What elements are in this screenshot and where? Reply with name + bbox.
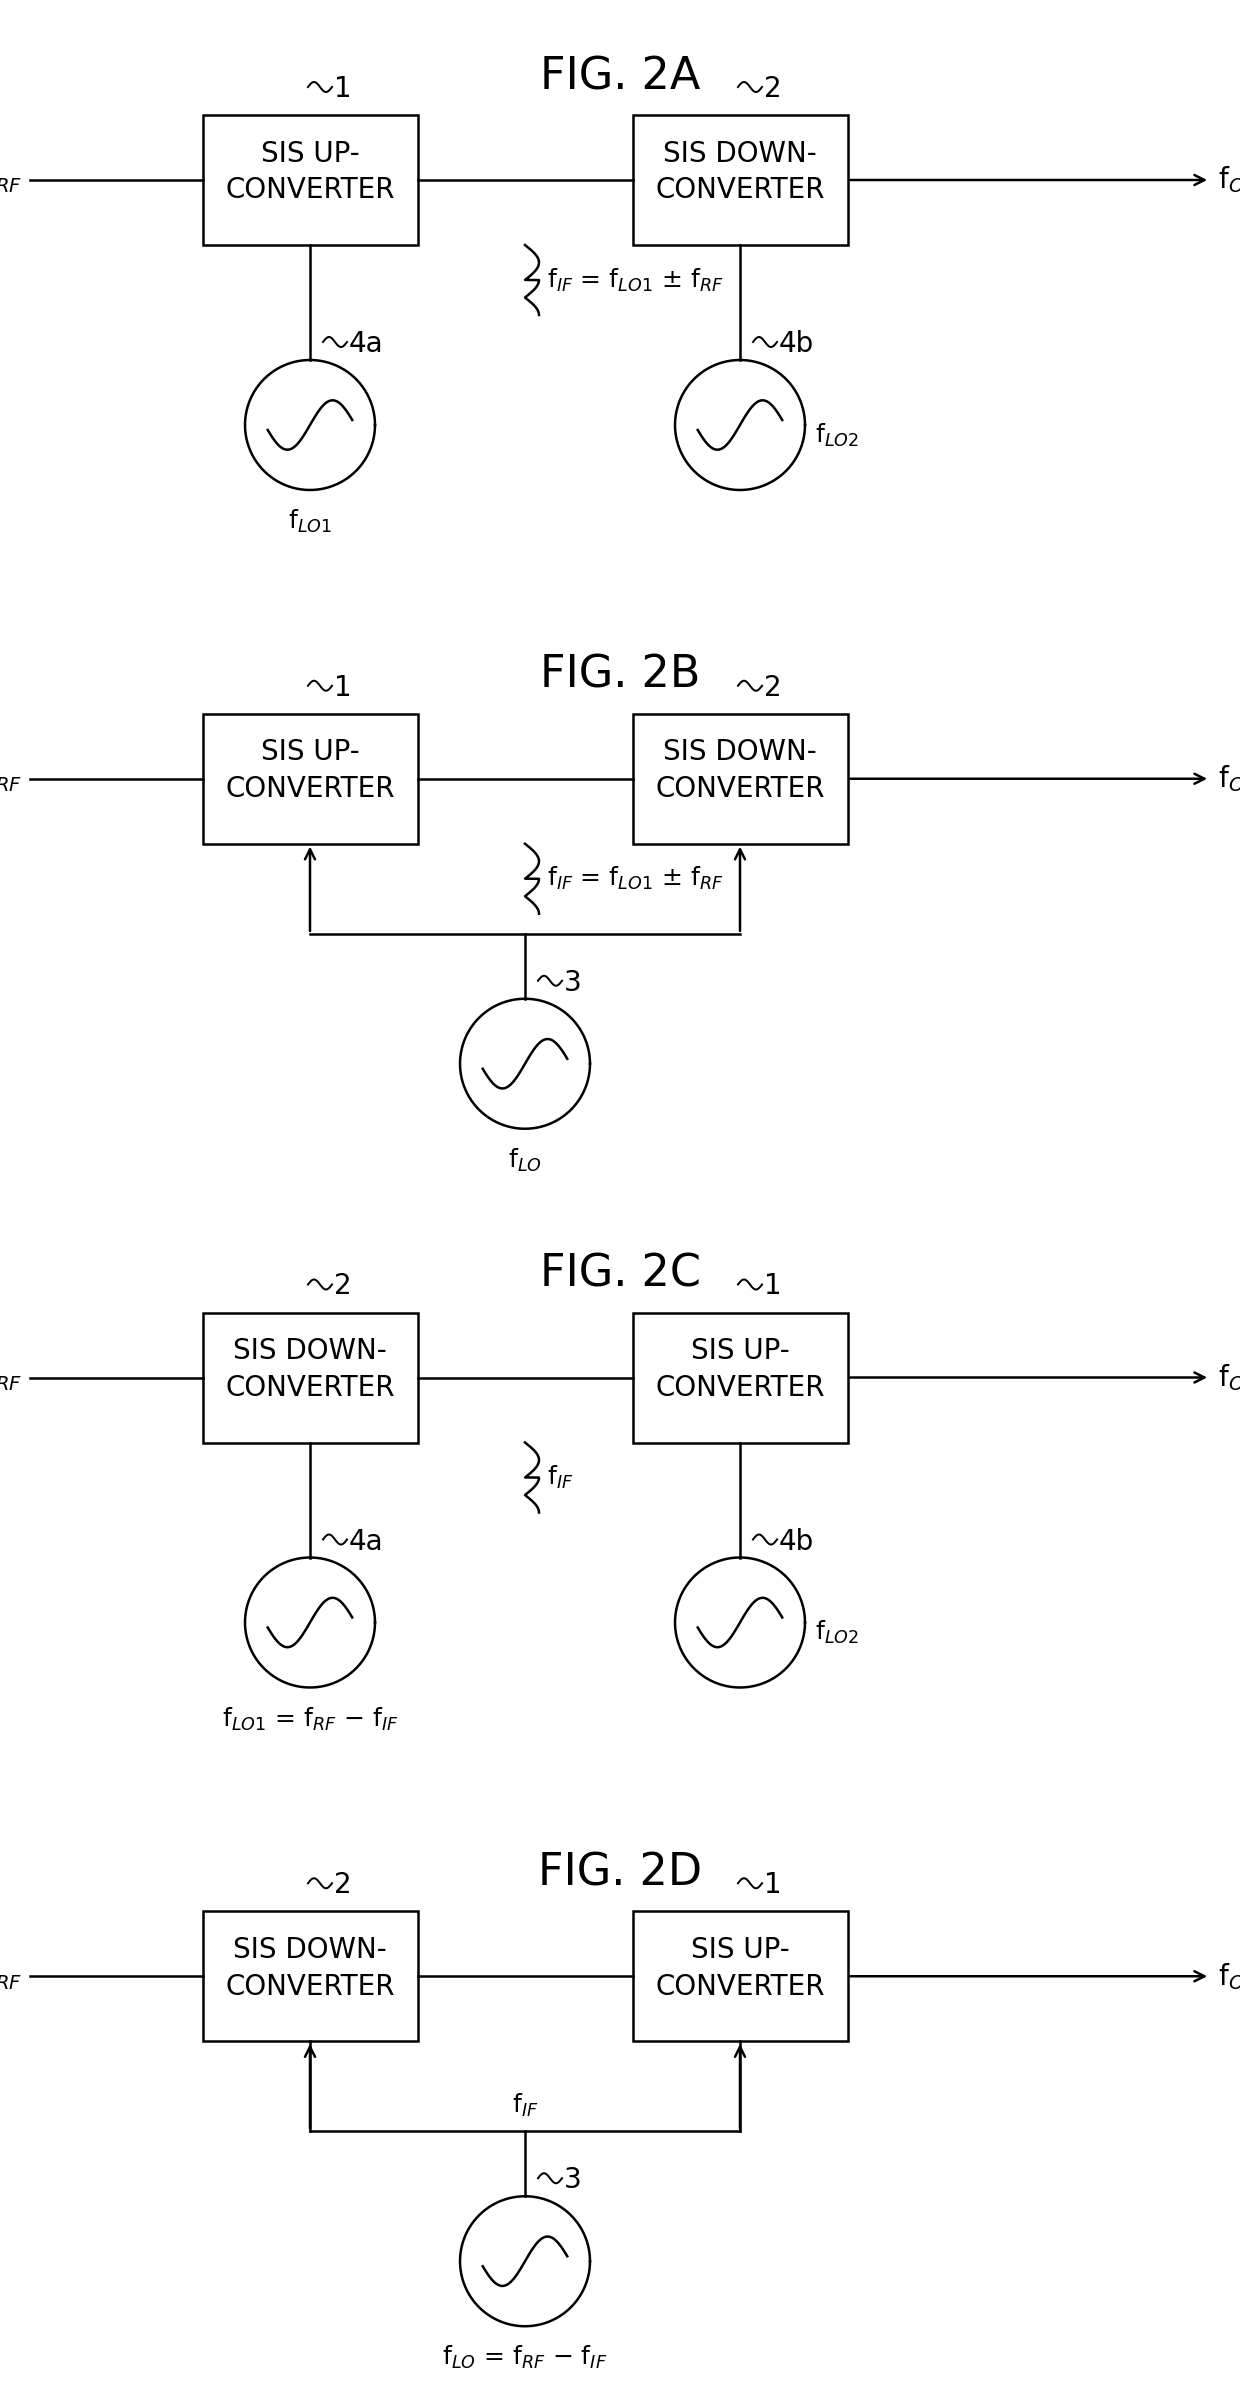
Text: SIS UP-
CONVERTER: SIS UP- CONVERTER	[655, 1336, 825, 1401]
Text: 1: 1	[334, 74, 352, 103]
Text: SIS UP-
CONVERTER: SIS UP- CONVERTER	[655, 1935, 825, 2000]
Text: f$_{RF}$: f$_{RF}$	[0, 165, 22, 196]
Text: f$_{OUT}$: f$_{OUT}$	[1218, 165, 1240, 196]
Text: f$_{IF}$: f$_{IF}$	[512, 2093, 538, 2120]
Bar	[632, 1911, 847, 2041]
Text: FIG. 2D: FIG. 2D	[538, 1851, 702, 1894]
Text: f$_{RF}$: f$_{RF}$	[0, 1962, 22, 1993]
Text: f$_{LO1}$: f$_{LO1}$	[288, 508, 332, 534]
Bar	[202, 1911, 418, 2041]
Text: FIG. 2A: FIG. 2A	[539, 55, 701, 98]
Text: 4b: 4b	[779, 1528, 815, 1554]
Text: 4a: 4a	[348, 1528, 383, 1554]
Text: 4b: 4b	[779, 331, 815, 357]
Text: f$_{LO}$: f$_{LO}$	[508, 1147, 542, 1174]
Text: SIS DOWN-
CONVERTER: SIS DOWN- CONVERTER	[655, 139, 825, 204]
Text: 2: 2	[764, 673, 781, 702]
Text: 2: 2	[764, 74, 781, 103]
Text: SIS UP-
CONVERTER: SIS UP- CONVERTER	[226, 738, 394, 802]
Text: f$_{OUT}$: f$_{OUT}$	[1218, 1962, 1240, 1993]
Text: f$_{IF}$: f$_{IF}$	[547, 1463, 573, 1492]
Text: f$_{LO}$ = f$_{RF}$ − f$_{IF}$: f$_{LO}$ = f$_{RF}$ − f$_{IF}$	[443, 2345, 608, 2371]
Text: FIG. 2B: FIG. 2B	[539, 654, 701, 697]
Text: f$_{LO2}$: f$_{LO2}$	[815, 1619, 859, 1645]
Text: 3: 3	[564, 2165, 582, 2194]
Bar	[632, 1312, 847, 1442]
Bar	[632, 115, 847, 244]
Bar	[202, 714, 418, 843]
Text: 2: 2	[334, 1272, 352, 1300]
Text: FIG. 2C: FIG. 2C	[539, 1253, 701, 1296]
Text: 3: 3	[564, 968, 582, 996]
Text: SIS DOWN-
CONVERTER: SIS DOWN- CONVERTER	[226, 1935, 394, 2000]
Text: f$_{RF}$: f$_{RF}$	[0, 764, 22, 795]
Text: f$_{OUT}$: f$_{OUT}$	[1218, 764, 1240, 795]
Text: SIS UP-
CONVERTER: SIS UP- CONVERTER	[226, 139, 394, 204]
Bar	[632, 714, 847, 843]
Text: f$_{LO2}$: f$_{LO2}$	[815, 422, 859, 448]
Text: 4a: 4a	[348, 331, 383, 357]
Bar	[202, 115, 418, 244]
Text: f$_{OUT}$: f$_{OUT}$	[1218, 1363, 1240, 1394]
Text: f$_{LO1}$ = f$_{RF}$ − f$_{IF}$: f$_{LO1}$ = f$_{RF}$ − f$_{IF}$	[222, 1705, 398, 1732]
Bar	[202, 1312, 418, 1442]
Text: 2: 2	[334, 1870, 352, 1899]
Text: f$_{RF}$: f$_{RF}$	[0, 1363, 22, 1394]
Text: 1: 1	[764, 1870, 781, 1899]
Text: f$_{IF}$ = f$_{LO1}$ ± f$_{RF}$: f$_{IF}$ = f$_{LO1}$ ± f$_{RF}$	[547, 266, 723, 295]
Text: SIS DOWN-
CONVERTER: SIS DOWN- CONVERTER	[226, 1336, 394, 1401]
Text: SIS DOWN-
CONVERTER: SIS DOWN- CONVERTER	[655, 738, 825, 802]
Text: 1: 1	[334, 673, 352, 702]
Text: 1: 1	[764, 1272, 781, 1300]
Text: f$_{IF}$ = f$_{LO1}$ ± f$_{RF}$: f$_{IF}$ = f$_{LO1}$ ± f$_{RF}$	[547, 865, 723, 893]
